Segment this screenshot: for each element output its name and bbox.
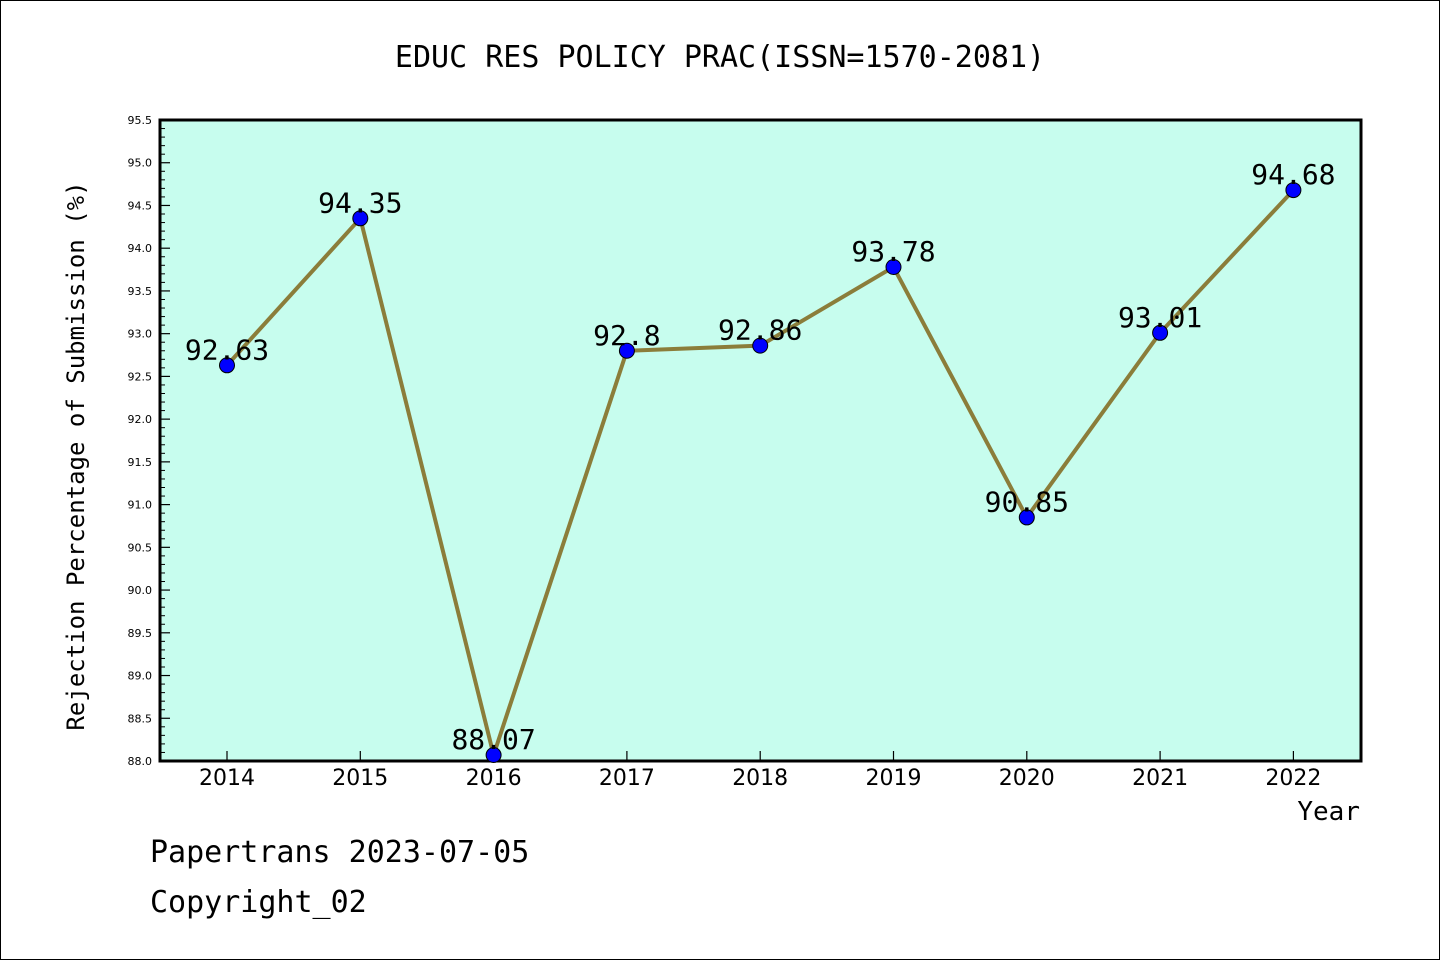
x-tick-label: 2016	[466, 766, 522, 791]
y-axis-label: Rejection Percentage of Submission (%)	[62, 181, 90, 730]
x-tick-label: 2017	[599, 766, 655, 791]
data-point-marker	[219, 357, 235, 374]
data-point-marker	[1285, 182, 1302, 199]
data-value-label: 93.78	[851, 235, 935, 268]
y-tick-label: 92.0	[128, 413, 153, 426]
data-point-marker	[752, 337, 769, 354]
x-tick-label: 2020	[999, 766, 1055, 791]
y-tick-label: 88.5	[128, 712, 153, 725]
data-value-label: 92.8	[593, 319, 660, 352]
plot-area	[158, 118, 1363, 763]
data-value-label: 92.63	[185, 333, 269, 366]
x-tick-label: 2015	[332, 766, 388, 791]
y-tick-label: 94.5	[128, 199, 153, 212]
data-point-marker	[885, 259, 902, 276]
data-point-marker	[352, 210, 369, 227]
x-tick-label: 2018	[732, 766, 788, 791]
y-tick-label: 92.5	[128, 370, 153, 383]
data-point-marker	[618, 342, 635, 359]
y-tick-label: 89.5	[128, 627, 153, 640]
y-tick-label: 91.5	[128, 456, 153, 469]
data-value-label: 94.68	[1251, 158, 1335, 191]
y-tick-label: 90.0	[128, 584, 153, 597]
series-group: 92.63 94.35 88.07 92.8 92.86 93.78 90.85 93.01 9…	[185, 158, 1336, 764]
x-axis-label: Year	[1297, 797, 1360, 827]
y-tick-label: 89.0	[128, 670, 153, 683]
data-point-marker	[485, 747, 502, 764]
x-tick-label: 2021	[1132, 766, 1188, 791]
y-tick-label: 93.5	[128, 285, 153, 298]
y-tick-label: 90.5	[128, 541, 153, 554]
x-axis-ticks: 2014 2015 2016 2017 2018 2019 2020 2021 2022	[199, 751, 1321, 791]
y-tick-label: 95.5	[128, 114, 153, 127]
data-value-label: 94.35	[318, 186, 402, 219]
data-value-label: 93.01	[1118, 301, 1202, 334]
x-tick-label: 2019	[866, 766, 922, 791]
footer-copyright-text: Copyright_02	[150, 885, 367, 920]
y-tick-label: 95.0	[128, 157, 153, 170]
y-tick-label: 88.0	[128, 755, 153, 768]
data-value-label: 90.85	[985, 485, 1069, 518]
y-tick-label: 93.0	[128, 328, 153, 341]
y-tick-label: 94.0	[128, 242, 153, 255]
y-axis-ticks: 88.0 88.5 89.0 89.5 90.0 90.5 91.0 91.5 92.0 92.5…	[128, 114, 170, 768]
data-value-label: 92.86	[718, 314, 802, 347]
data-point-marker	[1152, 324, 1169, 341]
data-point-marker	[1018, 509, 1035, 526]
x-tick-label: 2022	[1265, 766, 1321, 791]
footer-date-text: Papertrans 2023-07-05	[150, 835, 530, 870]
data-value-label: 88.07	[451, 723, 535, 756]
y-tick-label: 91.0	[128, 499, 153, 512]
x-tick-label: 2014	[199, 766, 255, 791]
chart-title: EDUC RES POLICY PRAC(ISSN=1570-2081)	[395, 40, 1045, 75]
